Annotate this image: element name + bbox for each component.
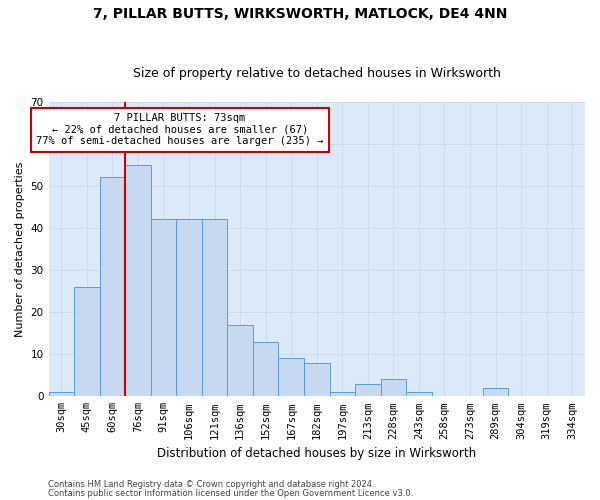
Bar	[406, 392, 432, 396]
Bar	[202, 220, 227, 396]
Bar	[49, 392, 74, 396]
X-axis label: Distribution of detached houses by size in Wirksworth: Distribution of detached houses by size …	[157, 447, 476, 460]
Bar	[355, 384, 380, 396]
Bar	[483, 388, 508, 396]
Bar	[151, 220, 176, 396]
Bar	[125, 164, 151, 396]
Bar	[278, 358, 304, 397]
Bar	[176, 220, 202, 396]
Bar	[74, 287, 100, 397]
Text: Contains public sector information licensed under the Open Government Licence v3: Contains public sector information licen…	[48, 488, 413, 498]
Text: 7, PILLAR BUTTS, WIRKSWORTH, MATLOCK, DE4 4NN: 7, PILLAR BUTTS, WIRKSWORTH, MATLOCK, DE…	[93, 8, 507, 22]
Text: 7 PILLAR BUTTS: 73sqm
← 22% of detached houses are smaller (67)
77% of semi-deta: 7 PILLAR BUTTS: 73sqm ← 22% of detached …	[36, 114, 324, 146]
Y-axis label: Number of detached properties: Number of detached properties	[15, 161, 25, 336]
Bar	[227, 324, 253, 396]
Bar	[329, 392, 355, 396]
Bar	[380, 380, 406, 396]
Bar	[253, 342, 278, 396]
Text: Contains HM Land Registry data © Crown copyright and database right 2024.: Contains HM Land Registry data © Crown c…	[48, 480, 374, 489]
Bar	[100, 178, 125, 396]
Title: Size of property relative to detached houses in Wirksworth: Size of property relative to detached ho…	[133, 66, 501, 80]
Bar	[304, 362, 329, 396]
